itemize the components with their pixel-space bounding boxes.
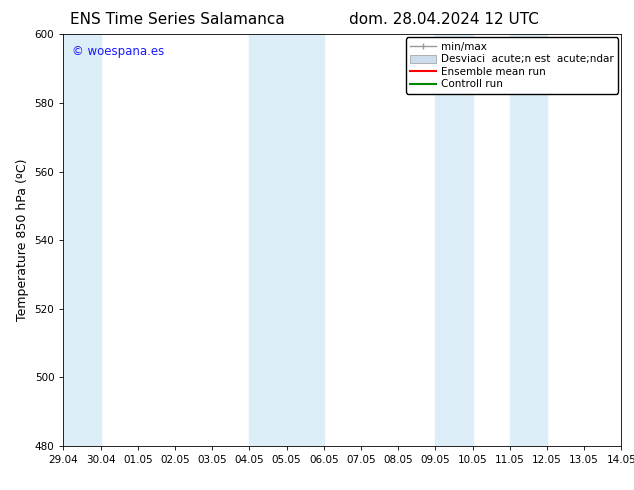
Bar (249, 34, 324, 446)
Text: dom. 28.04.2024 12 UTC: dom. 28.04.2024 12 UTC (349, 12, 539, 27)
Bar (510, 34, 547, 446)
Bar (63, 34, 101, 446)
Y-axis label: Temperature 850 hPa (ºC): Temperature 850 hPa (ºC) (16, 159, 29, 321)
Text: ENS Time Series Salamanca: ENS Time Series Salamanca (70, 12, 285, 27)
Legend: min/max, Desviaci  acute;n est  acute;ndar, Ensemble mean run, Controll run: min/max, Desviaci acute;n est acute;ndar… (406, 37, 618, 94)
Text: © woespana.es: © woespana.es (72, 45, 164, 58)
Bar (436, 34, 472, 446)
